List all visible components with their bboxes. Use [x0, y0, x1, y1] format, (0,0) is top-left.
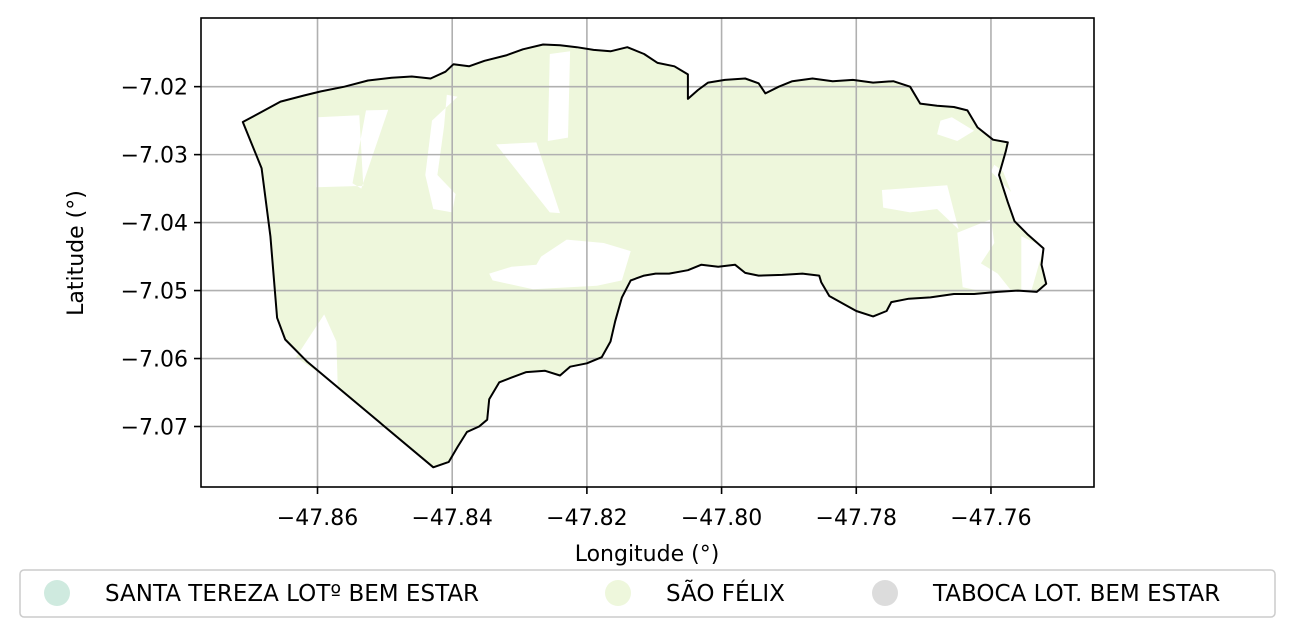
x-axis-label: Longitude (°)	[575, 542, 720, 567]
legend-marker-santa-tereza	[44, 580, 70, 606]
x-tick-label: −47.82	[546, 506, 627, 531]
y-tick-label: −7.04	[121, 212, 188, 237]
y-tick-label: −7.03	[121, 144, 188, 169]
x-axis-ticks: −47.86 −47.84 −47.82 −47.80 −47.78 −47.76	[277, 487, 1032, 531]
x-tick-label: −47.76	[950, 506, 1031, 531]
plot-frame	[200, 17, 1095, 488]
sao-felix-region	[242, 44, 1047, 468]
legend-marker-taboca	[872, 580, 898, 606]
x-tick-label: −47.86	[277, 506, 358, 531]
x-tick-label: −47.84	[411, 506, 492, 531]
map-layer	[242, 44, 1047, 468]
grid-layer	[201, 18, 1094, 487]
y-tick-label: −7.02	[121, 76, 188, 101]
legend-label-taboca: TABOCA LOT. BEM ESTAR	[932, 581, 1220, 607]
boundary-outline-layer	[241, 43, 1048, 469]
y-axis-label: Latitude (°)	[64, 190, 89, 316]
y-tick-label: −7.05	[121, 280, 188, 305]
legend-marker-sao-felix	[605, 580, 631, 606]
legend-label-santa-tereza: SANTA TEREZA LOTº BEM ESTAR	[105, 581, 479, 607]
boundary-outline	[241, 43, 1048, 469]
y-tick-label: −7.06	[121, 348, 188, 373]
legend-label-sao-felix: SÃO FÉLIX	[666, 579, 785, 607]
x-tick-label: −47.80	[681, 506, 762, 531]
y-axis-ticks: −7.02 −7.03 −7.04 −7.05 −7.06 −7.07	[121, 76, 201, 441]
y-tick-label: −7.07	[121, 416, 188, 441]
legend: SANTA TEREZA LOTº BEM ESTAR SÃO FÉLIX TA…	[19, 569, 1276, 618]
legend-frame	[19, 569, 1276, 618]
x-tick-label: −47.78	[816, 506, 897, 531]
